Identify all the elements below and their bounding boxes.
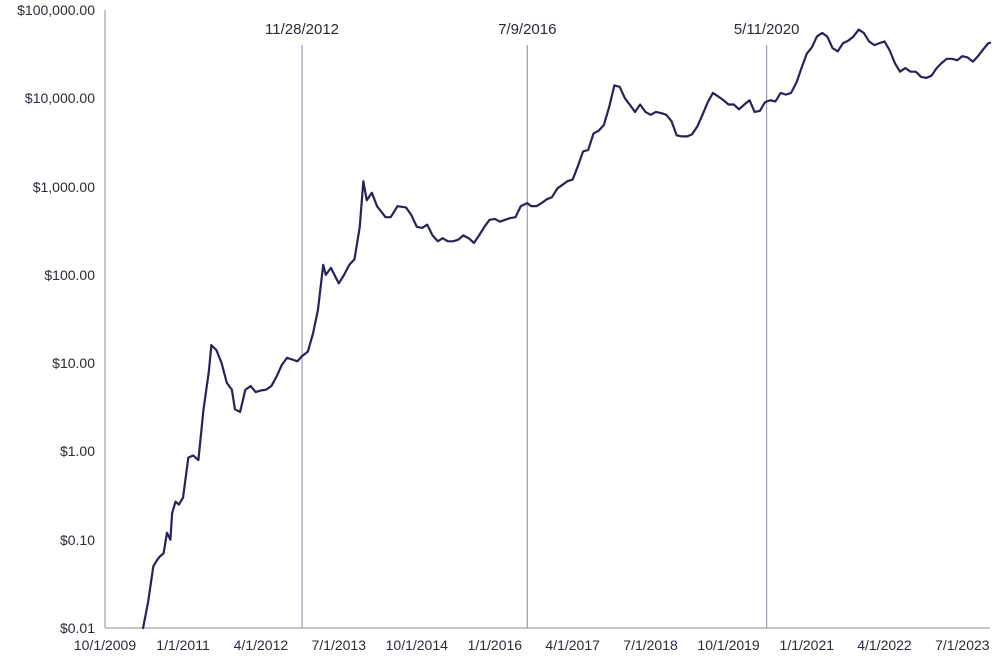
x-tick-label: 7/1/2023 <box>935 638 990 652</box>
y-tick-label: $1,000.00 <box>0 180 95 194</box>
x-tick-label: 10/1/2019 <box>697 638 759 652</box>
price-line <box>143 30 990 628</box>
x-tick-label: 10/1/2009 <box>74 638 136 652</box>
y-tick-label: $0.01 <box>0 621 95 635</box>
x-tick-label: 1/1/2016 <box>468 638 523 652</box>
y-tick-label: $10.00 <box>0 356 95 370</box>
x-tick-label: 4/1/2017 <box>545 638 600 652</box>
annotation-label: 5/11/2020 <box>734 22 800 37</box>
price-chart: $0.01 $0.10 $1.00 $10.00 $100.00 $1,000.00 $10… <box>0 0 1000 658</box>
x-tick-label: 7/1/2018 <box>623 638 678 652</box>
x-tick-label: 1/1/2011 <box>156 638 209 652</box>
x-tick-label: 4/1/2022 <box>857 638 912 652</box>
y-tick-label: $100.00 <box>0 268 95 282</box>
y-tick-label: $100,000.00 <box>0 3 95 17</box>
y-tick-label: $0.10 <box>0 533 95 547</box>
x-tick-label: 10/1/2014 <box>386 638 448 652</box>
x-tick-label: 1/1/2021 <box>780 638 835 652</box>
y-tick-label: $1.00 <box>0 444 95 458</box>
annotation-label: 7/9/2016 <box>498 22 556 37</box>
annotation-label: 11/28/2012 <box>265 22 339 37</box>
x-tick-label: 4/1/2012 <box>234 638 289 652</box>
y-tick-label: $10,000.00 <box>0 91 95 105</box>
chart-canvas <box>0 0 1000 658</box>
x-tick-label: 7/1/2013 <box>312 638 367 652</box>
